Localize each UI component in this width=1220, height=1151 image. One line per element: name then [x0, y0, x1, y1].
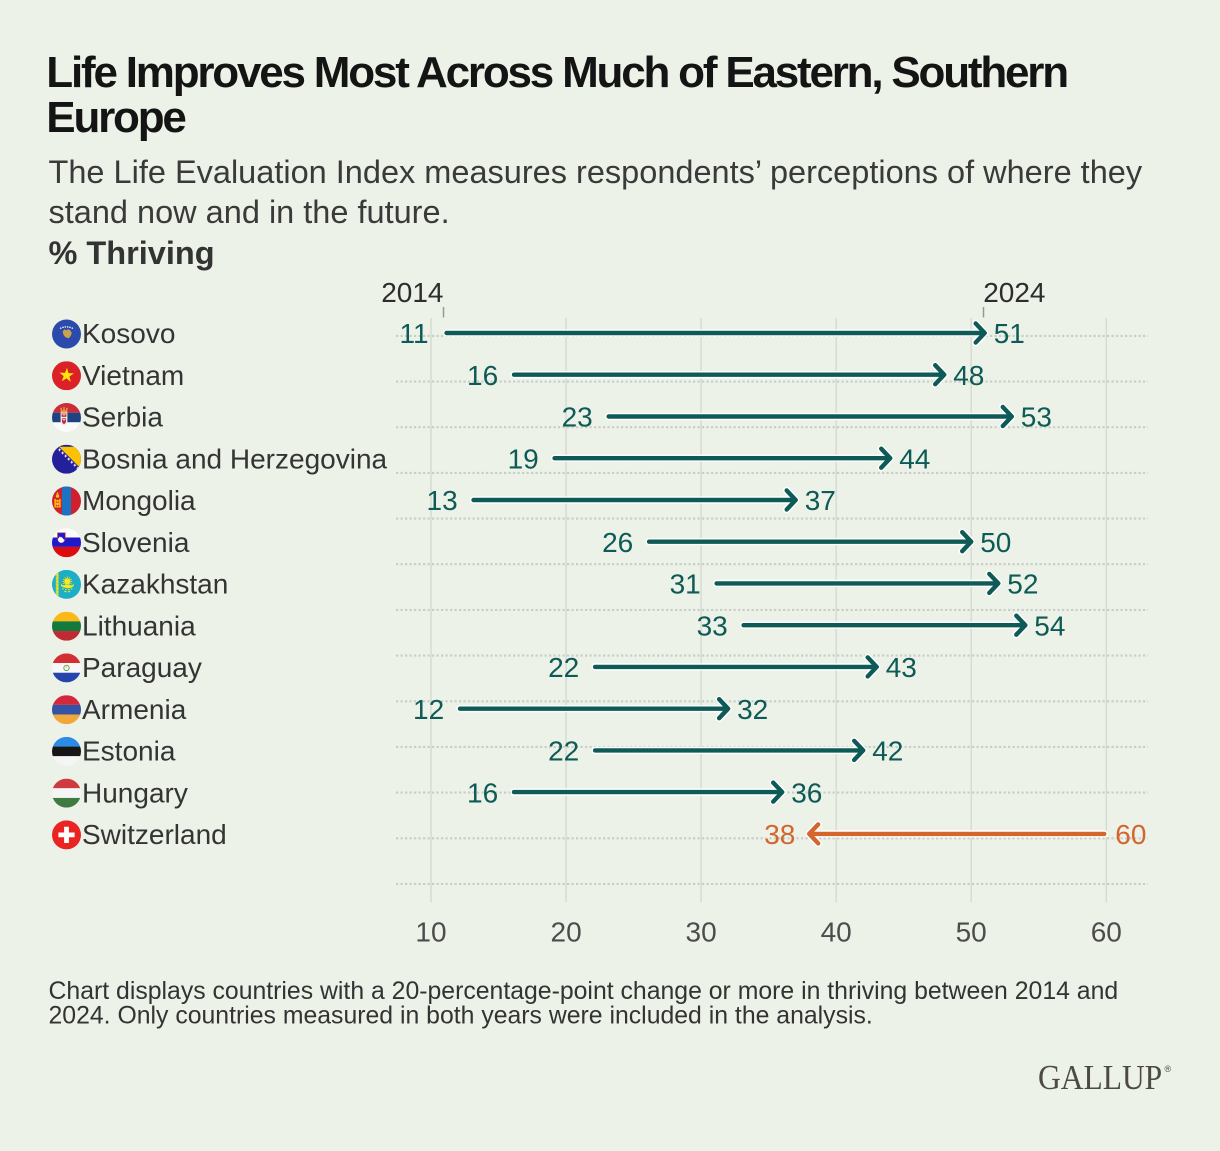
- svg-text:Bosnia and Herzegovina: Bosnia and Herzegovina: [82, 443, 388, 474]
- svg-text:53: 53: [1021, 402, 1052, 433]
- svg-text:16: 16: [467, 360, 498, 391]
- svg-text:60: 60: [1091, 917, 1122, 948]
- svg-text:GALLUP: GALLUP: [1038, 1059, 1162, 1098]
- svg-text:32: 32: [737, 694, 768, 725]
- svg-text:2024: 2024: [983, 277, 1045, 308]
- svg-text:Armenia: Armenia: [82, 694, 187, 725]
- svg-text:50: 50: [956, 917, 987, 948]
- svg-text:16: 16: [467, 777, 498, 808]
- svg-text:30: 30: [686, 917, 717, 948]
- svg-text:51: 51: [994, 318, 1025, 349]
- svg-text:Paraguay: Paraguay: [82, 652, 202, 683]
- svg-text:40: 40: [821, 917, 852, 948]
- svg-text:42: 42: [872, 736, 903, 767]
- svg-text:33: 33: [697, 610, 728, 641]
- svg-text:11: 11: [400, 318, 429, 349]
- svg-text:®: ®: [1165, 1064, 1172, 1074]
- svg-text:23: 23: [562, 402, 593, 433]
- svg-text:22: 22: [548, 736, 579, 767]
- svg-text:44: 44: [899, 443, 930, 474]
- svg-text:31: 31: [670, 569, 701, 600]
- svg-text:60: 60: [1115, 819, 1146, 850]
- svg-text:Slovenia: Slovenia: [82, 527, 190, 558]
- svg-text:Hungary: Hungary: [82, 777, 188, 808]
- svg-text:Chart displays countries with: Chart displays countries with a 20-perce…: [49, 978, 1119, 1005]
- svg-text:Lithuania: Lithuania: [82, 610, 196, 641]
- svg-text:26: 26: [602, 527, 633, 558]
- svg-text:Switzerland: Switzerland: [82, 819, 227, 850]
- svg-text:20: 20: [551, 917, 582, 948]
- svg-text:The Life Evaluation Index meas: The Life Evaluation Index measures respo…: [49, 154, 1143, 190]
- svg-text:22: 22: [548, 652, 579, 683]
- svg-text:Vietnam: Vietnam: [82, 360, 184, 391]
- svg-text:stand now and in the future.: stand now and in the future.: [49, 194, 450, 230]
- svg-text:54: 54: [1034, 610, 1065, 641]
- svg-text:2014: 2014: [381, 277, 443, 308]
- svg-text:50: 50: [980, 527, 1011, 558]
- svg-text:43: 43: [886, 652, 917, 683]
- svg-text:2024. Only countries measured: 2024. Only countries measured in both ye…: [49, 1003, 873, 1030]
- svg-text:37: 37: [805, 485, 836, 516]
- svg-text:Life Improves Most Across Much: Life Improves Most Across Much of Easter…: [46, 48, 1067, 97]
- svg-text:Serbia: Serbia: [82, 402, 163, 433]
- svg-text:19: 19: [508, 443, 539, 474]
- svg-text:36: 36: [791, 777, 822, 808]
- svg-text:Kazakhstan: Kazakhstan: [82, 569, 228, 600]
- svg-text:48: 48: [953, 360, 984, 391]
- svg-text:Estonia: Estonia: [82, 736, 176, 767]
- svg-text:12: 12: [413, 694, 444, 725]
- svg-text:Kosovo: Kosovo: [82, 318, 175, 349]
- svg-text:13: 13: [427, 485, 458, 516]
- svg-text:Mongolia: Mongolia: [82, 485, 196, 516]
- svg-text:Europe: Europe: [46, 93, 185, 142]
- svg-text:% Thriving: % Thriving: [49, 235, 215, 271]
- svg-text:10: 10: [415, 917, 446, 948]
- svg-text:38: 38: [764, 819, 795, 850]
- svg-text:52: 52: [1007, 569, 1038, 600]
